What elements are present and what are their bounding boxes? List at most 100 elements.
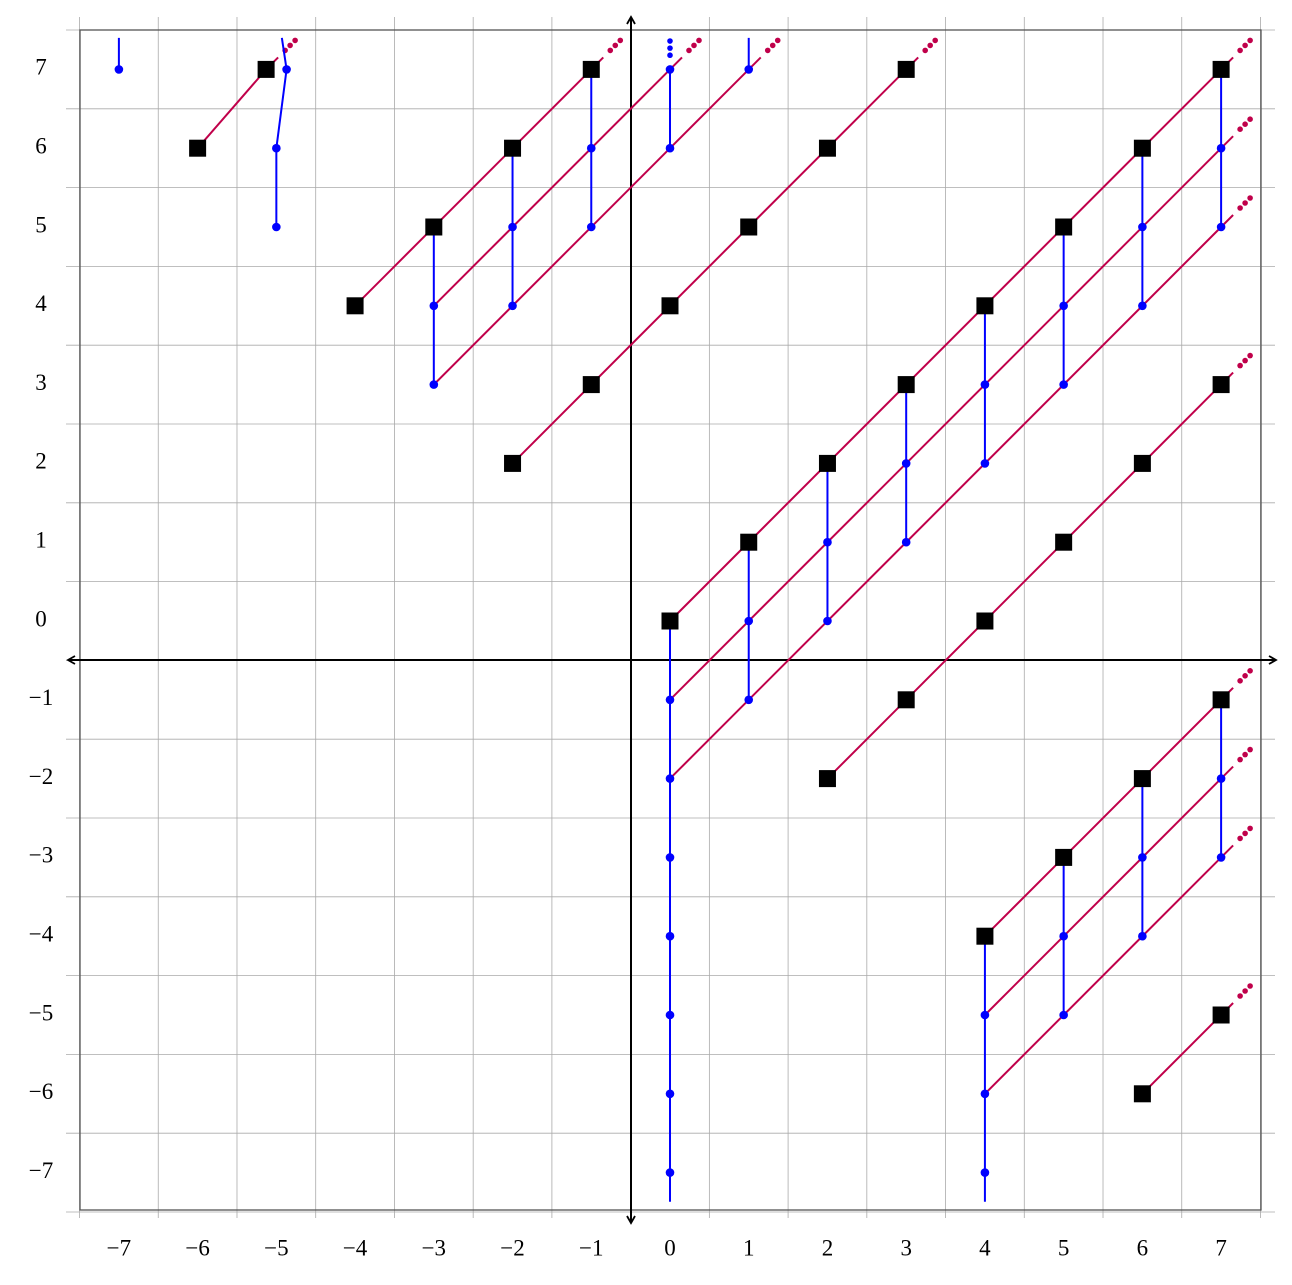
continuation-dot <box>1247 983 1253 989</box>
square <box>504 139 522 157</box>
diagonal-line <box>354 68 592 307</box>
continuation-dot <box>1247 352 1253 359</box>
continuation-dot <box>686 47 692 54</box>
continuation-dot <box>612 42 619 49</box>
dot <box>665 143 675 153</box>
dot <box>665 1010 675 1020</box>
x-tick-label: −5 <box>264 1235 288 1260</box>
dot <box>429 301 439 311</box>
dot <box>1216 853 1226 862</box>
x-tick-label: −4 <box>343 1235 368 1260</box>
continuation-dot <box>1242 751 1248 758</box>
square <box>1212 60 1230 78</box>
x-tick-label: 4 <box>979 1235 991 1260</box>
dot <box>980 380 990 389</box>
x-tick-label: −7 <box>107 1235 131 1260</box>
y-tick-label: 2 <box>35 449 47 474</box>
y-tick-label: 4 <box>35 291 47 316</box>
continuation-dot <box>932 37 938 44</box>
dot <box>114 65 124 74</box>
small-dot <box>667 38 673 44</box>
dot <box>1216 222 1226 232</box>
continuation-dot <box>1237 678 1243 684</box>
dot <box>665 853 675 862</box>
x-tick-label: 3 <box>900 1235 912 1260</box>
square <box>976 297 994 315</box>
continuation-dot <box>1247 116 1253 122</box>
y-tick-label: 1 <box>35 527 47 552</box>
continuation-dot <box>696 37 702 44</box>
square <box>1212 691 1230 709</box>
y-tick-label: −3 <box>29 843 53 868</box>
y-tick-label: −7 <box>29 1158 53 1183</box>
dot <box>665 695 675 705</box>
continuation-dot <box>1237 993 1243 999</box>
dot <box>1216 774 1226 783</box>
dot <box>1059 931 1068 941</box>
dot <box>980 1168 990 1177</box>
dot <box>272 143 281 153</box>
square <box>1212 1006 1230 1024</box>
diagonal-line <box>669 226 1222 780</box>
y-tick-label: −1 <box>29 685 53 710</box>
dot <box>980 459 990 468</box>
dot <box>508 301 517 311</box>
y-tick-label: 3 <box>35 370 47 395</box>
continuation-dot <box>292 37 298 44</box>
continuation-dot <box>1242 673 1248 679</box>
continuation-dot <box>774 37 781 44</box>
continuation-dot <box>1237 47 1243 54</box>
continuation-dot <box>1242 988 1248 994</box>
square <box>582 60 600 78</box>
square <box>740 218 758 236</box>
x-tick-label: −6 <box>185 1235 209 1260</box>
x-tick-label: 1 <box>743 1235 755 1260</box>
square <box>818 454 836 472</box>
square <box>818 139 836 157</box>
dot <box>429 380 439 389</box>
continuation-dot <box>1242 200 1248 206</box>
continuation-dot <box>1242 830 1248 837</box>
diagonal-line <box>1141 1014 1222 1095</box>
square <box>1055 218 1073 236</box>
continuation-dot <box>1247 37 1253 44</box>
dot <box>1138 931 1147 941</box>
diagonal-line <box>984 856 1222 1095</box>
square <box>897 691 915 709</box>
continuation-dot <box>1247 668 1253 674</box>
dot <box>665 774 675 783</box>
y-tick-label: −4 <box>29 921 54 946</box>
square <box>976 927 994 945</box>
continuation-dot <box>1247 195 1253 201</box>
continuation-dot <box>769 42 776 49</box>
dot <box>1059 380 1068 389</box>
continuation-dot <box>1237 362 1243 369</box>
x-tick-label: 0 <box>664 1235 676 1260</box>
y-tick-label: −5 <box>29 1000 53 1025</box>
square <box>425 218 443 236</box>
x-tick-label: 2 <box>822 1235 834 1260</box>
diagonal-line <box>826 383 1222 780</box>
x-tick-label: −3 <box>422 1235 446 1260</box>
dot <box>901 537 911 547</box>
dot <box>823 616 832 626</box>
dot <box>272 222 281 232</box>
y-tick-label: −2 <box>29 764 53 789</box>
y-tick-label: 7 <box>35 55 47 80</box>
continuation-dot <box>287 42 293 49</box>
square <box>818 770 836 788</box>
dot <box>586 222 596 232</box>
square <box>1133 770 1151 788</box>
x-tick-label: 5 <box>1058 1235 1070 1260</box>
square <box>897 60 915 78</box>
dot <box>901 459 911 468</box>
diagonal-line <box>984 777 1222 1016</box>
dot <box>508 222 517 232</box>
continuation-dot <box>1247 746 1253 753</box>
square <box>897 376 915 394</box>
tower <box>275 37 288 227</box>
continuation-dot <box>691 42 697 49</box>
square <box>582 376 600 394</box>
diagonal-line <box>669 68 1222 622</box>
